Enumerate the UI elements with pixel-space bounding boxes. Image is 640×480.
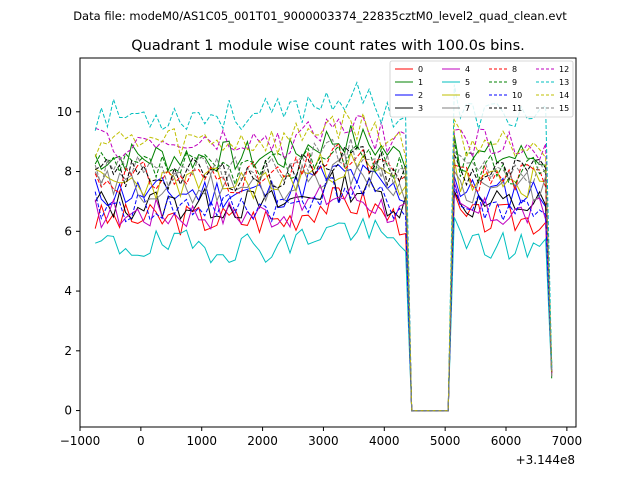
legend-label-6: 6 (465, 91, 470, 100)
legend-label-4: 4 (465, 65, 470, 74)
y-tick-label: 6 (64, 224, 72, 238)
series-line-15 (94, 138, 553, 412)
y-tick-label: 8 (64, 165, 72, 179)
data-file-label: Data file: modeM0/AS1C05_001T01_90000033… (73, 9, 567, 23)
x-tick-label: 1000 (186, 434, 217, 448)
legend-label-5: 5 (465, 78, 470, 87)
legend-label-0: 0 (418, 65, 423, 74)
x-tick-label: 5000 (430, 434, 461, 448)
legend-label-2: 2 (418, 91, 423, 100)
x-axis: −1000 0 1000 2000 3000 4000 5000 6000 7000 (60, 427, 582, 448)
legend-label-1: 1 (418, 78, 423, 87)
y-tick-label: 10 (57, 105, 72, 119)
legend-label-8: 8 (512, 65, 517, 74)
series-line-12 (95, 115, 553, 412)
legend-label-13: 13 (559, 78, 569, 87)
legend-label-9: 9 (512, 78, 517, 87)
legend-label-15: 15 (559, 104, 569, 113)
legend-label-7: 7 (465, 104, 470, 113)
x-tick-label: −1000 (60, 434, 101, 448)
series-line-0 (94, 187, 553, 412)
x-tick-label: 7000 (552, 434, 583, 448)
legend-label-12: 12 (559, 65, 569, 74)
series-line-11 (94, 146, 553, 412)
legend-label-14: 14 (559, 91, 569, 100)
plot-area (94, 81, 553, 412)
series-line-5 (95, 217, 553, 412)
series-line-8 (94, 142, 553, 412)
legend-box (389, 60, 574, 118)
series-line-1 (94, 125, 553, 412)
legend-label-3: 3 (418, 104, 423, 113)
series-line-13 (94, 81, 553, 412)
x-offset-label: +3.144e8 (516, 453, 575, 467)
x-tick-label: 0 (137, 434, 145, 448)
series-line-2 (94, 164, 553, 412)
y-axis: 0 2 4 6 8 10 (57, 105, 80, 418)
x-tick-label: 4000 (369, 434, 400, 448)
series-line-4 (94, 181, 553, 412)
legend-label-10: 10 (512, 91, 522, 100)
y-tick-label: 2 (64, 344, 72, 358)
axes-frame (79, 57, 577, 428)
series-line-9 (94, 140, 553, 412)
x-tick-label: 3000 (308, 434, 339, 448)
series-line-3 (94, 170, 553, 412)
series-line-10 (94, 176, 553, 412)
series-line-14 (94, 109, 553, 412)
chart-title: Quadrant 1 module wise count rates with … (131, 38, 525, 54)
series-line-6 (94, 151, 553, 412)
legend-label-11: 11 (512, 104, 522, 113)
y-tick-label: 4 (64, 284, 72, 298)
x-tick-label: 2000 (247, 434, 278, 448)
y-tick-label: 0 (64, 404, 72, 418)
series-line-7 (94, 152, 553, 412)
x-tick-label: 6000 (491, 434, 522, 448)
